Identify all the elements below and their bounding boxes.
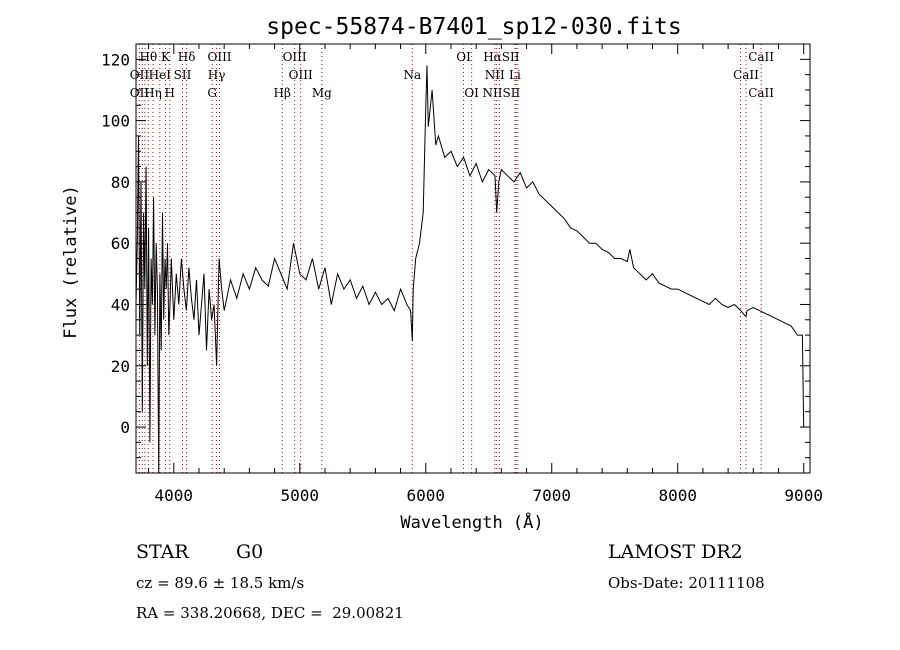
x-axis-label: Wavelength (Å) [400, 511, 543, 533]
line-marker-label: G [207, 86, 217, 100]
line-marker-label: HαSII [483, 50, 520, 64]
line-marker-label: HeI [149, 68, 172, 82]
line-marker-label: OIII [289, 68, 313, 82]
line-marker-label: NIISII [483, 86, 521, 100]
y-tick-label: 0 [120, 418, 130, 437]
x-tick-label: 8000 [658, 486, 697, 505]
x-tick-label: 7000 [532, 486, 571, 505]
y-tick-label: 40 [111, 295, 130, 314]
line-marker-label: OIII [283, 50, 307, 64]
redshift-velocity: cz = 89.6 ± 18.5 km/s [136, 574, 305, 592]
y-tick-label: 100 [101, 112, 130, 131]
line-marker-label: OII [130, 86, 150, 100]
spectrum-chart: spec-55874-B7401_sp12-030.fits 4000 5000 6… [61, 14, 823, 533]
line-marker-label: CaII [748, 50, 774, 64]
line-marker-label: OII [130, 68, 150, 82]
observation-date: Obs-Date: 20111108 [608, 574, 765, 592]
line-marker-label: K [161, 50, 171, 64]
line-marker-label: CaII [748, 86, 774, 100]
line-marker-label: OI [464, 86, 479, 100]
y-axis-label: Flux (relative) [61, 185, 81, 339]
spectrum-line [135, 65, 805, 474]
line-marker-label: Hη [144, 86, 162, 100]
x-tick-label: 4000 [155, 486, 194, 505]
line-marker-label: Mg [312, 86, 332, 100]
line-marker-label: Li [509, 68, 521, 82]
y-tick-label: 20 [111, 357, 130, 376]
line-marker-label: Hβ [274, 86, 291, 100]
y-tick-label: 80 [111, 173, 130, 192]
line-marker-label: Hδ [178, 50, 196, 64]
line-marker-label: NII [485, 68, 505, 82]
line-marker-label: Hθ [139, 50, 157, 64]
spectrum-series [135, 65, 805, 474]
y-tick-label: 60 [111, 234, 130, 253]
survey-label: LAMOST DR2 [608, 541, 743, 563]
y-tick-label: 120 [101, 50, 130, 69]
line-marker-label: H [165, 86, 175, 100]
line-marker-label: SII [174, 68, 192, 82]
line-marker-label: OIII [207, 50, 231, 64]
x-tick-label: 5000 [281, 486, 320, 505]
sky-coordinates: RA = 338.20668, DEC = 29.00821 [136, 604, 404, 622]
x-tick-label: 9000 [784, 486, 823, 505]
line-marker-label: Na [403, 68, 421, 82]
line-marker-label: CaII [733, 68, 759, 82]
emission-line-markers [138, 44, 762, 473]
line-marker-label: OI [456, 50, 471, 64]
x-tick-label: 6000 [406, 486, 445, 505]
chart-title: spec-55874-B7401_sp12-030.fits [266, 14, 681, 40]
plot-frame [135, 43, 811, 474]
object-class-label: STAR [136, 541, 189, 563]
line-marker-label: Hγ [208, 68, 226, 82]
object-subclass-label: G0 [236, 541, 264, 563]
axis-ticks: 4000 5000 6000 7000 8000 9000 0 20 40 60 80 100 120 [101, 44, 823, 505]
